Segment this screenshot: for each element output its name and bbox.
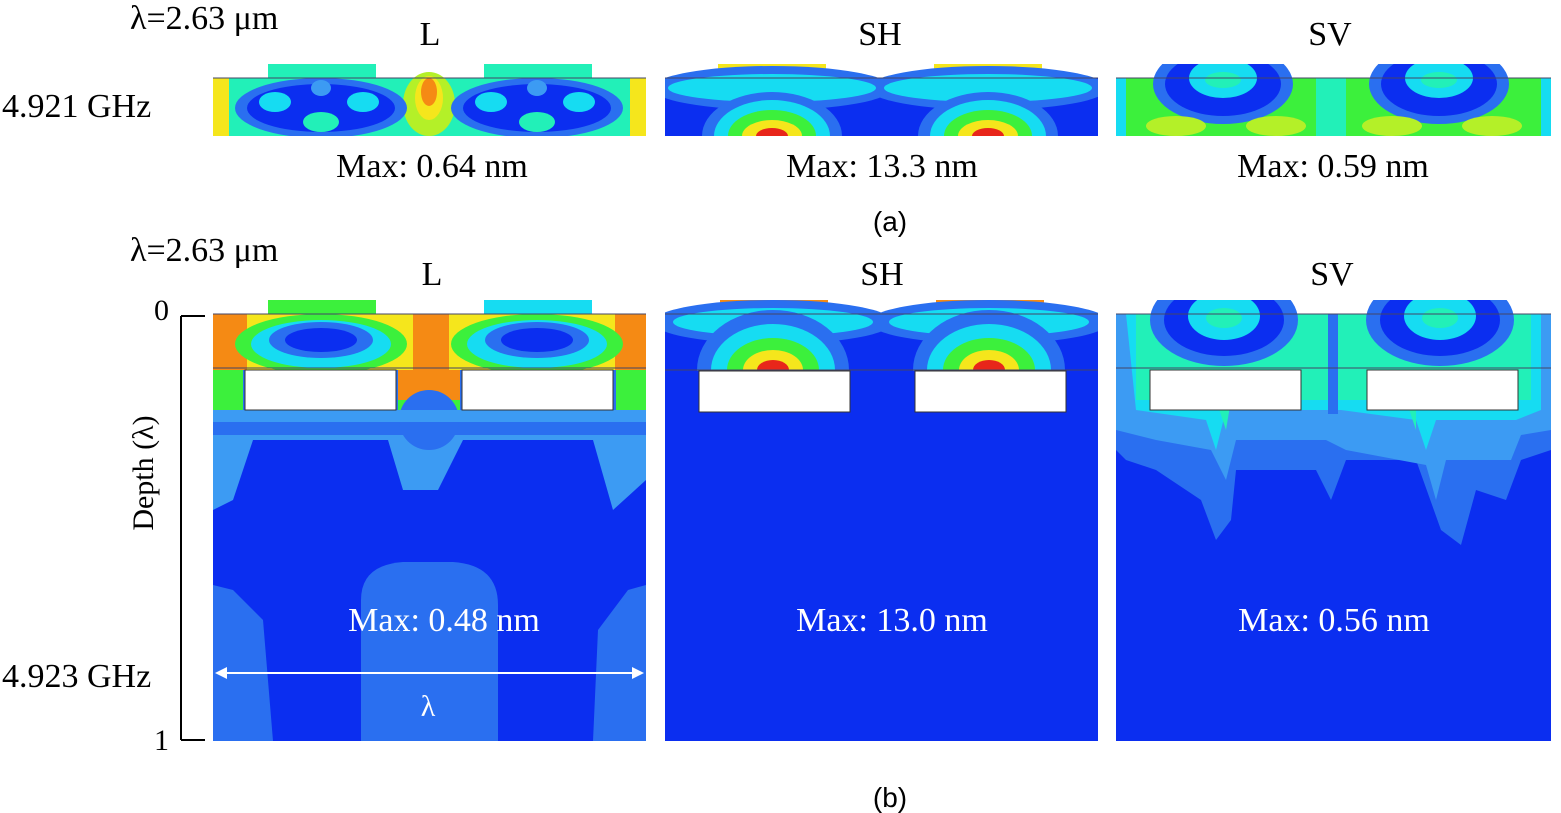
mode-label-b-sv: SV <box>1310 256 1354 293</box>
wavelength-label-b: λ=2.63 μm <box>130 232 279 269</box>
mode-label-a-l: L <box>419 16 441 53</box>
mode-label-a-sh: SH <box>858 16 902 53</box>
max-label-b-sh: Max: 13.0 nm <box>796 602 988 639</box>
max-label-a-l: Max: 0.64 nm <box>336 148 528 185</box>
caption-a: (a) <box>872 206 908 237</box>
max-label-b-l: Max: 0.48 nm <box>348 602 540 639</box>
wavelength-label-a: λ=2.63 μm <box>130 0 279 37</box>
max-label-a-sh: Max: 13.3 nm <box>786 148 978 185</box>
field-panel-a-sv <box>1116 64 1551 136</box>
mode-label-b-l: L <box>421 256 443 293</box>
field-panel-a-sh <box>665 64 1098 136</box>
depth-tick-top: 0 <box>154 294 169 327</box>
depth-axis-label: Depth (λ) <box>127 415 160 531</box>
mode-label-b-sh: SH <box>860 256 904 293</box>
field-panel-b-sv <box>1116 300 1551 741</box>
field-panel-a-l <box>213 64 646 136</box>
max-label-b-sv: Max: 0.56 nm <box>1238 602 1430 639</box>
caption-b: (b) <box>872 782 908 813</box>
frequency-label-a: 4.921 GHz <box>2 88 152 125</box>
max-label-a-sv: Max: 0.59 nm <box>1237 148 1429 185</box>
field-panel-b-l <box>213 300 646 741</box>
field-panel-b-sh <box>665 300 1098 741</box>
mode-label-a-sv: SV <box>1308 16 1352 53</box>
frequency-label-b: 4.923 GHz <box>2 658 152 695</box>
lambda-marker-label: λ <box>420 690 436 723</box>
depth-tick-bottom: 1 <box>154 724 169 757</box>
